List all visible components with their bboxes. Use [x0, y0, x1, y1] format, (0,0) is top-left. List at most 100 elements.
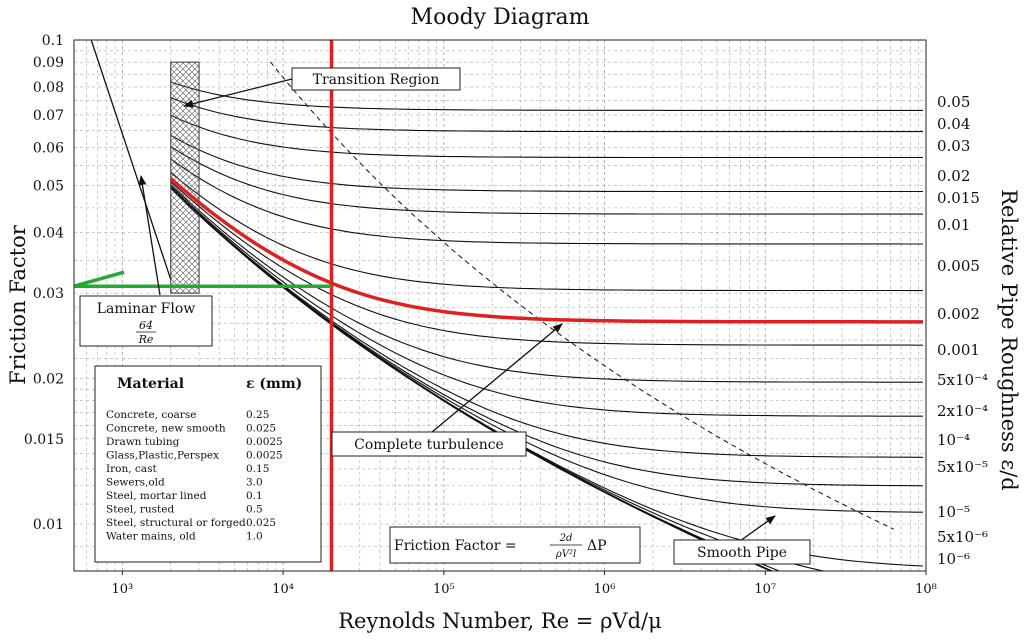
- epsilon-header: ε (mm): [246, 376, 302, 392]
- x-tick-label: 10⁸: [915, 582, 937, 597]
- material-name: Drawn tubing: [106, 436, 180, 448]
- roughness-curve: [170, 172, 923, 292]
- roughness-label: 0.005: [937, 257, 980, 275]
- material-rows: Concrete, coarse 0.25 Concrete, new smooth…: [106, 409, 283, 543]
- transition-region: [170, 61, 200, 294]
- roughness-label: 10⁻⁴: [937, 431, 970, 449]
- roughness-label: 10⁻⁵: [937, 503, 970, 521]
- roughness-label: 5x10⁻⁴: [937, 371, 988, 389]
- smooth-pipe-arrow: [739, 515, 776, 542]
- chart-title: Moody Diagram: [411, 5, 590, 30]
- material-header: Material: [117, 376, 184, 392]
- material-name: Sewers,old: [106, 477, 165, 489]
- x-tick-labels: 10³ 10⁴ 10⁵ 10⁶ 10⁷ 10⁸: [111, 571, 937, 597]
- y-tick-label: 0.05: [33, 179, 64, 195]
- smooth-pipe-label: Smooth Pipe: [697, 545, 787, 561]
- roughness-label: 0.015: [937, 189, 980, 207]
- roughness-curve: [170, 158, 923, 245]
- roughness-label: 0.02: [937, 167, 970, 185]
- smooth-pipe-box: [673, 539, 811, 565]
- y-tick-label: 0.01: [33, 517, 64, 533]
- laminar-label-box: [79, 295, 213, 347]
- roughness-curves: [90, 40, 924, 571]
- y-tick-label: 0.06: [33, 140, 64, 156]
- material-epsilon: 0.025: [246, 423, 276, 435]
- roughness-label: 0.001: [937, 341, 980, 359]
- roughness-curve: [170, 181, 923, 346]
- complete-turbulence-label: Complete turbulence: [354, 437, 504, 453]
- roughness-label: 0.01: [937, 216, 970, 234]
- roughness-label: 10⁻⁶: [937, 550, 970, 568]
- y-tick-label: 0.09: [33, 55, 64, 71]
- plot-frame: [73, 39, 927, 572]
- smooth-pipe-annotation: Smooth Pipe: [673, 515, 811, 565]
- material-name: Steel, structural or forged: [106, 517, 246, 529]
- x-tick-label: 10⁷: [754, 582, 776, 597]
- laminar-formula-denominator: Re: [138, 333, 154, 346]
- x-tick-label: 10³: [111, 582, 133, 597]
- roughness-label: 0.03: [937, 137, 970, 155]
- complete-turbulence-boundary: [269, 61, 894, 530]
- material-name: Water mains, old: [106, 531, 196, 543]
- x-tick-label: 10⁶: [594, 582, 616, 597]
- material-name: Steel, rusted: [106, 504, 174, 516]
- y-tick-label: 0.1: [42, 33, 64, 49]
- friction-formula-denominator: ρV²l: [555, 549, 576, 560]
- material-name: Concrete, coarse: [106, 409, 196, 421]
- friction-formula-box: [389, 526, 641, 564]
- y-tick-label: 0.07: [33, 108, 64, 124]
- transition-label: Transition Region: [313, 72, 440, 88]
- laminar-flow-line: [90, 40, 172, 280]
- highlight-friction-arrowhead: [73, 270, 125, 288]
- roughness-curve: [170, 186, 923, 417]
- y-tick-label: 0.04: [33, 226, 64, 242]
- friction-formula-numerator: 2d: [559, 533, 573, 544]
- roughness-curve: [170, 134, 923, 193]
- roughness-label: 5x10⁻⁵: [937, 458, 988, 476]
- roughness-label: 0.04: [937, 115, 970, 133]
- material-table-box: [94, 365, 322, 563]
- roughness-curve: [170, 114, 923, 159]
- chart-annotations: [73, 40, 923, 571]
- material-epsilon: 0.0025: [246, 450, 283, 462]
- material-table: Material ε (mm) Concrete, coarse 0.25Conc…: [94, 365, 322, 563]
- y-tick-label: 0.08: [33, 80, 64, 96]
- material-epsilon: 0.1: [246, 490, 263, 502]
- complete-turbulence-arrow: [431, 323, 563, 433]
- material-epsilon: 1.0: [246, 531, 263, 543]
- laminar-annotation: Laminar Flow 64 Re: [79, 175, 213, 347]
- x-tick-label: 10⁵: [433, 582, 455, 597]
- material-name: Concrete, new smooth: [106, 423, 226, 435]
- friction-formula-prefix: Friction Factor =: [394, 538, 517, 554]
- material-epsilon: 0.25: [246, 409, 269, 421]
- x-axis-label: Reynolds Number, Re = ρVd/μ: [338, 609, 662, 633]
- roughness-labels: 0.05 0.04 0.03 0.02 0.015 0.01 0.005 0.002 0.001…: [937, 93, 988, 568]
- y-tick-labels: 0.1 0.09 0.08 0.07 0.06 0.05 0.04 0.03 0.02 0.015…: [24, 33, 64, 533]
- smooth-pipe-curve: [170, 187, 774, 571]
- secondary-y-axis-label: Relative Pipe Roughness ε/d: [997, 189, 1021, 491]
- roughness-label: 2x10⁻⁴: [937, 402, 988, 420]
- laminar-arrow: [138, 175, 161, 296]
- roughness-curve: [170, 146, 923, 215]
- y-tick-label: 0.03: [33, 286, 64, 302]
- roughness-label: 5x10⁻⁶: [937, 528, 988, 546]
- laminar-label: Laminar Flow: [97, 301, 196, 317]
- material-epsilon: 0.0025: [246, 436, 283, 448]
- complete-turbulence-annotation: Complete turbulence: [331, 323, 563, 457]
- material-epsilon: 0.15: [246, 463, 269, 475]
- friction-formula-annotation: Friction Factor = 2d ρV²l ΔP: [389, 526, 641, 564]
- transition-annotation: Transition Region: [183, 67, 461, 108]
- material-name: Glass,Plastic,Perspex: [106, 450, 219, 462]
- material-epsilon: 0.5: [246, 504, 263, 516]
- material-epsilon: 0.025: [246, 517, 276, 529]
- y-axis-label: Friction Factor: [6, 224, 30, 385]
- y-tick-label: 0.015: [24, 432, 64, 448]
- material-name: Steel, mortar lined: [106, 490, 207, 502]
- complete-turbulence-box: [331, 431, 527, 457]
- material-epsilon: 3.0: [246, 477, 263, 489]
- y-tick-label: 0.02: [33, 371, 64, 387]
- material-name: Iron, cast: [106, 463, 157, 475]
- highlight-roughness-curve: [169, 177, 923, 324]
- roughness-curve: [170, 97, 923, 133]
